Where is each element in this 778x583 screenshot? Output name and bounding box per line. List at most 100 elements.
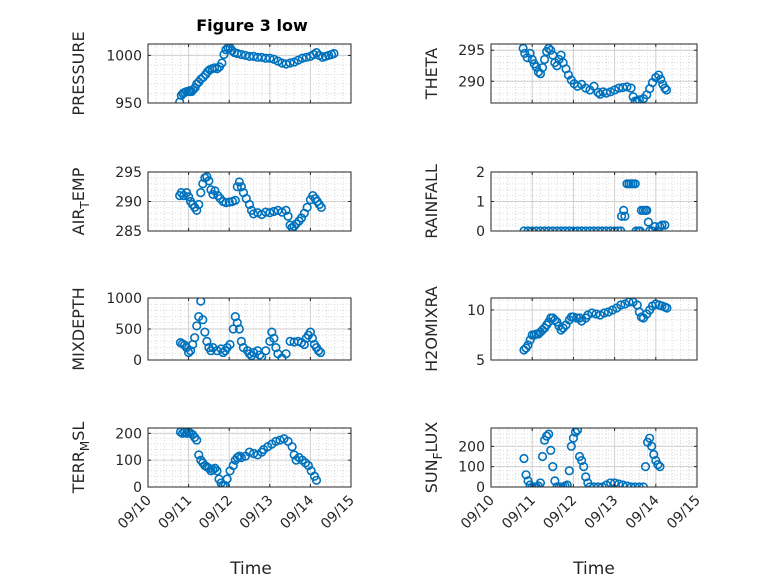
data-point — [589, 81, 599, 91]
data-point — [196, 74, 206, 84]
data-point — [289, 450, 299, 460]
data-point — [649, 449, 659, 460]
data-point — [281, 205, 291, 215]
data-point — [281, 59, 291, 69]
data-point — [546, 45, 556, 55]
data-point — [655, 221, 665, 231]
data-point — [630, 482, 640, 487]
data-point — [620, 211, 630, 221]
data-point — [581, 472, 591, 482]
axes-box — [147, 43, 352, 104]
data-point — [296, 213, 307, 223]
tick-marks — [147, 297, 352, 361]
data-point — [204, 176, 214, 186]
x-tick-label: 09/15 — [664, 493, 704, 533]
data-point — [548, 462, 558, 472]
data-point — [587, 308, 597, 318]
y-tick-label: 100 — [115, 453, 142, 469]
data-point — [206, 185, 216, 195]
data-point — [265, 208, 275, 218]
x-axis-label-left: Time — [229, 559, 272, 579]
y-axis-label: H2OMIXRA — [422, 286, 441, 372]
data-point — [236, 452, 246, 463]
y-tick-label: 1 — [476, 195, 485, 211]
subplot-terr: 0 100 200 TERRMSL 09/10 09/11 09/12 09/13 09/14 0… — [69, 422, 358, 533]
data-point — [291, 455, 301, 465]
data-point — [537, 451, 548, 462]
data-point — [661, 85, 672, 95]
data-point — [271, 436, 281, 447]
axes-box — [490, 43, 698, 104]
data-point — [313, 346, 324, 356]
data-point — [523, 340, 533, 350]
data-point — [638, 482, 649, 487]
y-tick-label: 290 — [115, 195, 142, 211]
x-tick-label: 09/12 — [540, 493, 580, 533]
data-point — [525, 48, 535, 58]
tick-marks — [147, 44, 352, 104]
data-point — [285, 220, 295, 230]
data-point — [550, 476, 560, 486]
data-point — [232, 48, 242, 59]
y-tick-label: 1000 — [106, 48, 142, 64]
data-point — [660, 220, 670, 230]
data-point — [202, 336, 212, 347]
data-point — [544, 429, 554, 439]
data-point — [521, 470, 531, 480]
y-tick-label: 10 — [467, 303, 485, 319]
major-grid — [148, 428, 351, 487]
data-point — [618, 480, 628, 487]
y-tick-label: 100 — [458, 460, 485, 476]
data-point — [230, 195, 240, 205]
data-point — [527, 54, 537, 65]
y-tick-label: 0 — [476, 480, 485, 496]
data-point — [531, 62, 541, 72]
data-point — [614, 479, 624, 487]
data-point — [232, 182, 242, 192]
data-point — [222, 474, 232, 484]
data-point — [236, 336, 246, 347]
data-point — [219, 49, 229, 60]
tick-marks — [490, 428, 698, 488]
data-point — [329, 48, 339, 59]
data-point — [257, 352, 267, 360]
plot-area — [491, 428, 697, 487]
data-point — [285, 58, 295, 68]
data-point — [544, 44, 554, 53]
data-point — [316, 202, 326, 212]
subplot-h2omixra: 5 10 H2OMIXRA — [422, 286, 698, 372]
data-point — [579, 462, 589, 472]
data-point — [244, 349, 255, 359]
data-point — [244, 199, 255, 210]
y-axis-label: AIRTEMP — [69, 167, 92, 235]
y-tick-label: 0 — [133, 353, 142, 369]
data-point — [186, 346, 196, 356]
y-tick-label: 2 — [476, 165, 485, 181]
tick-marks — [490, 44, 698, 103]
data-point — [562, 480, 572, 487]
data-point — [289, 221, 299, 231]
data-point — [230, 312, 240, 322]
data-point — [647, 441, 657, 451]
subplot-mixdepth: 0 500 1000 MIXDEPTH — [69, 287, 352, 371]
x-tick-label: 09/12 — [196, 493, 236, 533]
subplot-theta: 290 295 THETA — [422, 43, 698, 104]
tick-marks — [490, 298, 698, 361]
data-point — [556, 325, 566, 335]
data-point — [196, 298, 206, 306]
data-point — [645, 433, 655, 443]
data-point — [228, 460, 238, 471]
data-point — [212, 466, 222, 476]
data-series — [518, 44, 672, 103]
data-point — [234, 324, 244, 334]
data-point — [653, 460, 663, 470]
data-point — [269, 333, 279, 343]
data-point — [305, 327, 316, 337]
data-point — [244, 447, 255, 457]
data-point — [261, 346, 271, 356]
data-point — [236, 49, 246, 60]
subplot-rainfall: 0 1 2 RAINFALL — [422, 164, 698, 240]
y-tick-label: 950 — [115, 96, 142, 112]
data-point — [655, 462, 665, 472]
data-point — [617, 211, 627, 221]
